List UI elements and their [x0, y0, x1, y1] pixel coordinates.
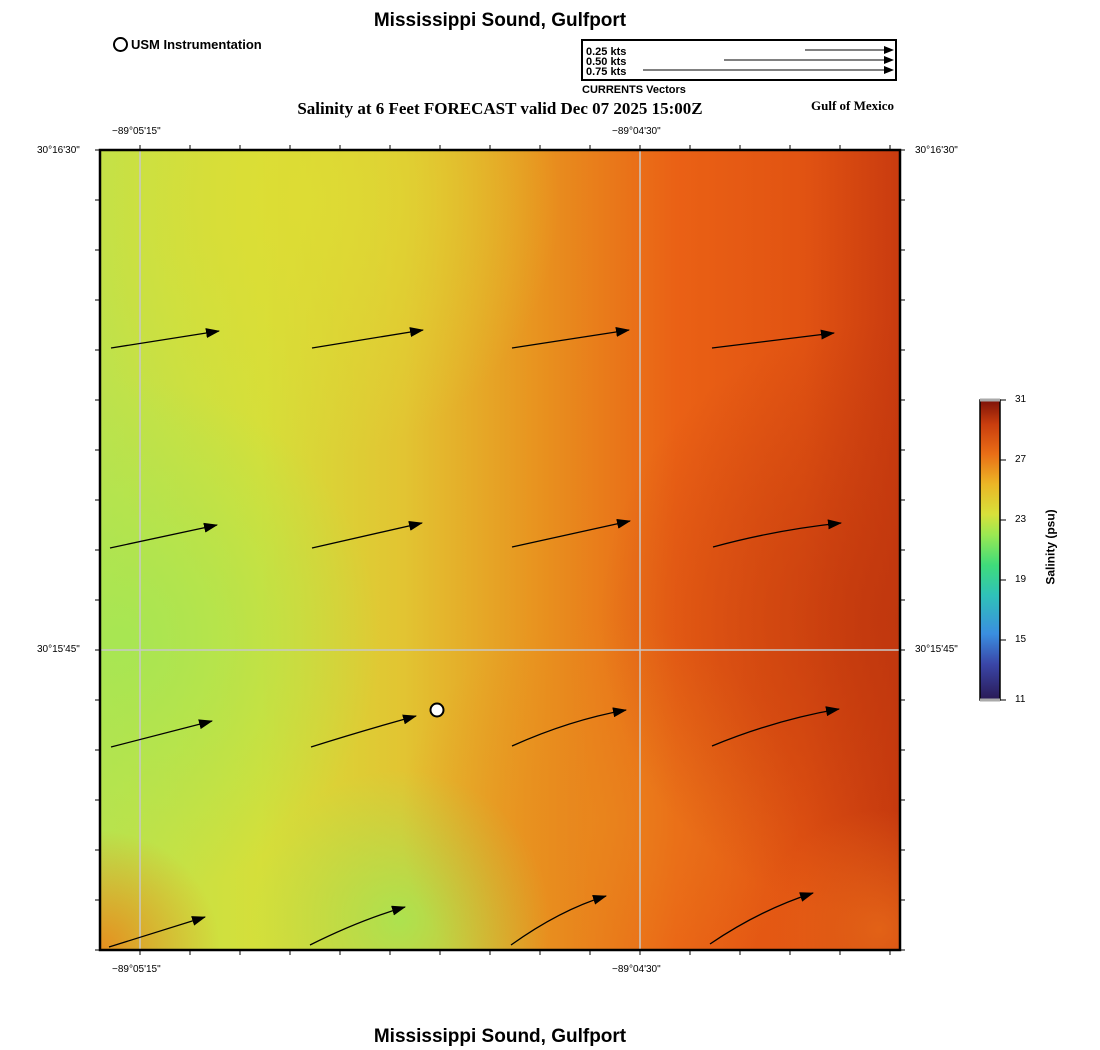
current-vector [108, 916, 206, 948]
lon-label-bottom-1: −89°05'15" [112, 964, 161, 975]
vector-scale-arrows [643, 46, 894, 74]
station-legend: USM Instrumentation [113, 37, 262, 52]
current-vector [110, 328, 220, 349]
vector-legend-caption: CURRENTS Vectors [582, 84, 686, 96]
lat-label-right-1: 30°16'30" [915, 145, 958, 156]
lat-label-right-2: 30°15'45" [915, 644, 958, 655]
map-footer-title: Mississippi Sound, Gulfport [373, 1026, 627, 1047]
colorbar-tick-27: 27 [1015, 454, 1027, 465]
lon-label-bottom-2: −89°04'30" [612, 964, 661, 975]
usm-station-marker [429, 702, 445, 718]
current-vector [712, 519, 842, 548]
current-vector [511, 707, 627, 747]
vector-scale-label-2: 0.50 kts [586, 56, 627, 68]
current-vector [711, 706, 840, 747]
colorbar-tick-23: 23 [1015, 514, 1027, 525]
colorbar-tick-15: 15 [1015, 634, 1027, 645]
region-label: Gulf of Mexico [811, 98, 895, 113]
colorbar-tick-19: 19 [1015, 574, 1027, 585]
map-subtitle: Salinity at 6 Feet FORECAST valid Dec 07… [297, 99, 703, 118]
current-vector [510, 895, 607, 946]
station-marker-icon [113, 37, 128, 52]
frame-ticks [95, 145, 905, 955]
current-vector [511, 327, 630, 349]
current-vector [709, 892, 814, 945]
current-vector [309, 905, 406, 946]
current-vector [310, 714, 417, 748]
colorbar-tick-31: 31 [1015, 394, 1027, 405]
current-vector [311, 327, 424, 349]
vector-scale-legend: 0.25 kts 0.50 kts 0.75 kts [581, 39, 897, 81]
colorbar-title: Salinity (psu) [1043, 509, 1058, 585]
lat-label-left-1: 30°16'30" [37, 145, 80, 156]
lat-label-left-2: 30°15'45" [37, 644, 80, 655]
current-vector [511, 518, 631, 548]
current-vector [110, 719, 213, 748]
vector-scale-label-3: 0.75 kts [586, 66, 627, 78]
vector-scale-label-1: 0.25 kts [586, 46, 627, 58]
station-legend-label: USM Instrumentation [131, 37, 262, 52]
current-vector [711, 329, 835, 349]
current-vector [311, 521, 423, 549]
graticule [100, 150, 900, 950]
colorbar-tick-11: 11 [1015, 694, 1026, 705]
colorbar-ramp [979, 399, 1001, 701]
salinity-map [95, 145, 905, 955]
lon-label-top-1: −89°05'15" [112, 126, 161, 137]
lon-label-top-2: −89°04'30" [612, 126, 661, 137]
salinity-field [100, 150, 900, 950]
map-title: Mississippi Sound, Gulfport [373, 10, 627, 31]
current-vector [109, 522, 218, 549]
salinity-colorbar [979, 398, 1006, 702]
current-vectors [108, 327, 842, 948]
